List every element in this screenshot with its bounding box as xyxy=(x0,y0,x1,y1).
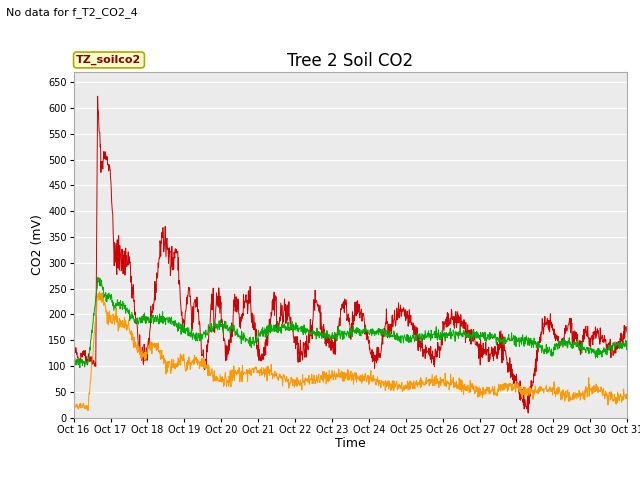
Tree2 -2cm xyxy=(326,342,334,348)
X-axis label: Time: Time xyxy=(335,437,366,450)
Tree2 -8cm xyxy=(70,363,77,369)
Tree2 -8cm xyxy=(305,329,313,335)
Tree2 -8cm xyxy=(113,299,121,304)
Tree2 -2cm xyxy=(136,349,143,355)
Tree2 -4cm xyxy=(385,381,393,387)
Tree2 -4cm xyxy=(317,374,324,380)
Title: Tree 2 Soil CO2: Tree 2 Soil CO2 xyxy=(287,52,413,71)
Tree2 -4cm xyxy=(84,408,92,414)
Tree2 -2cm xyxy=(623,330,631,336)
Y-axis label: CO2 (mV): CO2 (mV) xyxy=(31,215,44,275)
Tree2 -4cm xyxy=(95,289,103,295)
Line: Tree2 -8cm: Tree2 -8cm xyxy=(74,277,627,368)
Tree2 -8cm xyxy=(94,275,102,280)
Tree2 -2cm xyxy=(524,410,532,416)
Tree2 -2cm xyxy=(305,333,313,339)
Tree2 -4cm xyxy=(623,392,631,398)
Tree2 -8cm xyxy=(136,316,143,322)
Tree2 -4cm xyxy=(136,351,143,357)
Text: No data for f_T2_CO2_4: No data for f_T2_CO2_4 xyxy=(6,7,138,18)
Tree2 -2cm xyxy=(94,93,102,99)
Tree2 -8cm xyxy=(317,331,324,337)
Tree2 -8cm xyxy=(76,365,84,371)
Line: Tree2 -2cm: Tree2 -2cm xyxy=(74,96,627,413)
Tree2 -4cm xyxy=(327,372,335,378)
Tree2 -4cm xyxy=(70,402,77,408)
Tree2 -8cm xyxy=(327,336,335,342)
Line: Tree2 -4cm: Tree2 -4cm xyxy=(74,292,627,411)
Tree2 -4cm xyxy=(305,381,313,387)
Text: TZ_soilco2: TZ_soilco2 xyxy=(76,55,141,65)
Tree2 -2cm xyxy=(385,321,393,327)
Tree2 -2cm xyxy=(316,326,324,332)
Tree2 -8cm xyxy=(385,332,393,337)
Tree2 -2cm xyxy=(70,351,77,357)
Tree2 -4cm xyxy=(113,319,121,324)
Tree2 -8cm xyxy=(623,345,631,350)
Tree2 -2cm xyxy=(113,272,121,277)
